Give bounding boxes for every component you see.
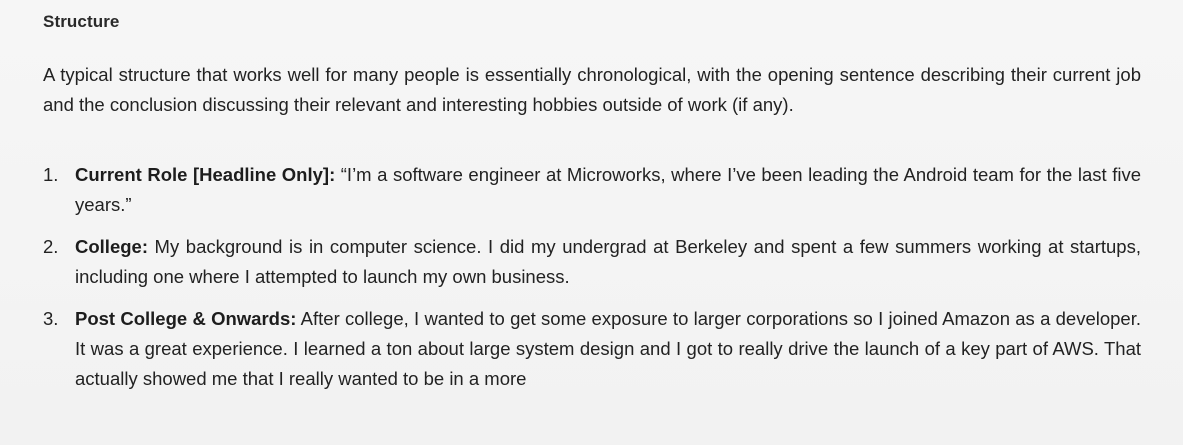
list-item-number: 2. [43,236,59,257]
list-item-text: “I’m a software engineer at Microworks, … [75,164,1141,215]
intro-paragraph: A typical structure that works well for … [43,64,1141,115]
list-item-text: My background is in computer science. I … [75,236,1141,287]
structure-list: 1. Current Role [Headline Only]: “I’m a … [43,160,1141,406]
list-item: 1. Current Role [Headline Only]: “I’m a … [43,160,1141,220]
list-item: 3. Post College & Onwards: After college… [43,304,1141,394]
list-item-number: 1. [43,164,59,185]
list-item-title: College: [75,236,148,257]
list-item-number: 3. [43,308,59,329]
list-item: 2. College: My background is in computer… [43,232,1141,292]
list-item-title: Current Role [Headline Only]: [75,164,336,185]
list-item-title: Post College & Onwards: [75,308,297,329]
section-heading: Structure [43,12,120,31]
list-item-text: After college, I wanted to get some expo… [75,308,1141,389]
